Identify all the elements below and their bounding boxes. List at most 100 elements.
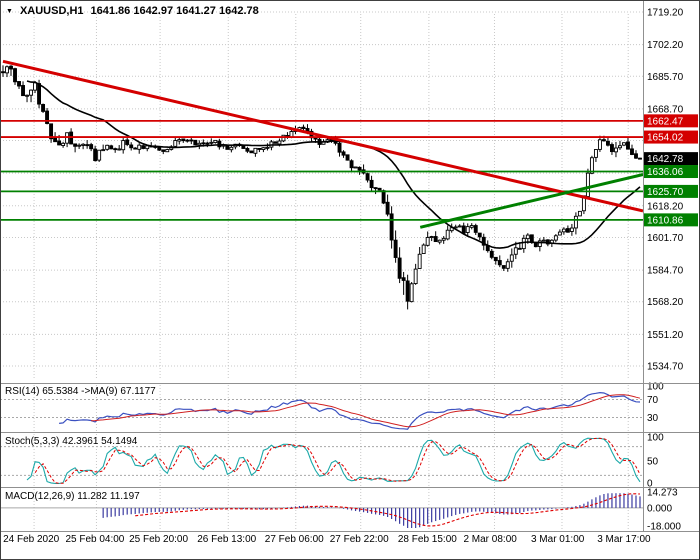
candle-body: [541, 239, 546, 242]
candle-body: [349, 160, 354, 169]
candle-body: [73, 143, 78, 147]
symbol-dropdown-icon[interactable]: ▼: [6, 8, 13, 15]
candle-body: [229, 146, 234, 151]
candle-body: [1, 71, 5, 74]
candle-body: [161, 149, 166, 152]
macd-signal-line: [135, 493, 641, 527]
candle-body: [481, 236, 486, 246]
ma-line: [26, 80, 641, 249]
candle-body: [213, 139, 218, 144]
candle-body: [634, 153, 638, 159]
time-label: 25 Feb 20:00: [129, 534, 189, 545]
candle-body: [622, 142, 626, 146]
candle-body: [525, 234, 530, 240]
price-axis[interactable]: 1719.20 1702.20 1685.70 1668.70 1618.20 1601.…: [644, 8, 698, 373]
candle-body: [413, 268, 418, 285]
time-label: 27 Feb 06:00: [264, 534, 324, 545]
candle-body: [181, 138, 186, 142]
candle-body: [57, 140, 62, 146]
candle-body: [13, 68, 17, 83]
candle-body: [61, 142, 66, 146]
ma: [26, 80, 641, 249]
candle-body: [565, 228, 570, 233]
stoch-panel: 100 50 0: [0, 433, 664, 490]
candle-body: [589, 157, 594, 174]
candle-body: [313, 137, 318, 140]
time-axis[interactable]: 24 Feb 2020 25 Feb 04:00 25 Feb 20:00 26 Fe…: [0, 533, 700, 559]
candle-body: [137, 144, 142, 150]
candle-body: [445, 229, 450, 240]
axis-label: 1601.70: [647, 233, 684, 244]
rsi-panel: 100 70 30: [0, 382, 664, 430]
axis-label: 1618.20: [647, 201, 684, 212]
candle-body: [505, 261, 510, 269]
candle-body: [141, 145, 146, 149]
candle-body: [501, 265, 506, 269]
candle-body: [353, 166, 358, 169]
candle-body: [381, 190, 386, 204]
candle-body: [377, 187, 382, 191]
symbol-timeframe: XAUUSD,H1: [19, 5, 84, 17]
candle-body: [209, 141, 214, 144]
time-label: 27 Feb 22:00: [329, 534, 389, 545]
candle-body: [477, 232, 482, 238]
axis-label: 1642.78: [647, 154, 684, 165]
candle-body: [405, 280, 410, 302]
candle-body: [385, 201, 390, 215]
axis-label: 1685.70: [647, 72, 684, 83]
candle-body: [305, 128, 310, 132]
candle-body: [497, 260, 502, 266]
time-label: 24 Feb 2020: [3, 534, 60, 545]
price-badge: [644, 114, 698, 128]
candle-body: [69, 131, 74, 145]
time-label: 2 Mar 08:00: [463, 534, 517, 545]
axis-label: 1702.20: [647, 40, 684, 51]
candle-body: [401, 277, 406, 281]
candle-body: [241, 145, 246, 149]
candle-body: [21, 85, 25, 97]
candle-body: [597, 139, 602, 150]
candle-body: [125, 139, 130, 145]
candle-body: [165, 149, 170, 153]
candle-body: [409, 283, 414, 303]
candle-body: [193, 139, 198, 146]
candle-body: [561, 228, 566, 233]
candle-body: [249, 150, 254, 154]
candle-body: [9, 65, 13, 70]
axis-label: 100: [647, 382, 664, 393]
ascending-support-trendline: [419, 173, 644, 229]
candle-body: [593, 149, 598, 158]
candle-body: [605, 140, 610, 146]
candle-body: [365, 173, 370, 181]
ohlc-values: 1641.86 1642.97 1641.27 1642.78: [90, 5, 259, 17]
candle-body: [573, 215, 578, 229]
candle-body: [345, 154, 350, 161]
candle-body: [273, 141, 278, 144]
candle-body: [5, 66, 9, 74]
axis-label: 1551.20: [647, 330, 684, 341]
candle-body: [77, 144, 82, 147]
candle-body: [121, 140, 126, 151]
candle-body: [417, 253, 422, 269]
candle-body: [53, 138, 58, 143]
axis-label: 1625.70: [647, 187, 684, 198]
candle-body: [393, 239, 398, 258]
candle-body: [113, 148, 118, 151]
macd-indicator-label: MACD(12,26,9) 11.282 11.197: [5, 491, 140, 502]
candle-body: [197, 142, 202, 146]
axis-label: 1568.20: [647, 297, 684, 308]
rsi-line: [59, 391, 641, 430]
candle-body: [489, 250, 494, 258]
candle-body: [157, 146, 162, 151]
candle-body: [133, 147, 138, 150]
candle-body: [49, 123, 54, 140]
candle-body: [29, 89, 33, 96]
candle-body: [601, 139, 606, 142]
stoch-d-line: [34, 437, 641, 484]
candle-body: [433, 236, 438, 243]
candle-body: [261, 147, 266, 150]
stoch-indicator-label: Stoch(5,3,3) 42.3961 54.1494: [5, 436, 138, 447]
axis-label: 1636.06: [647, 167, 684, 178]
